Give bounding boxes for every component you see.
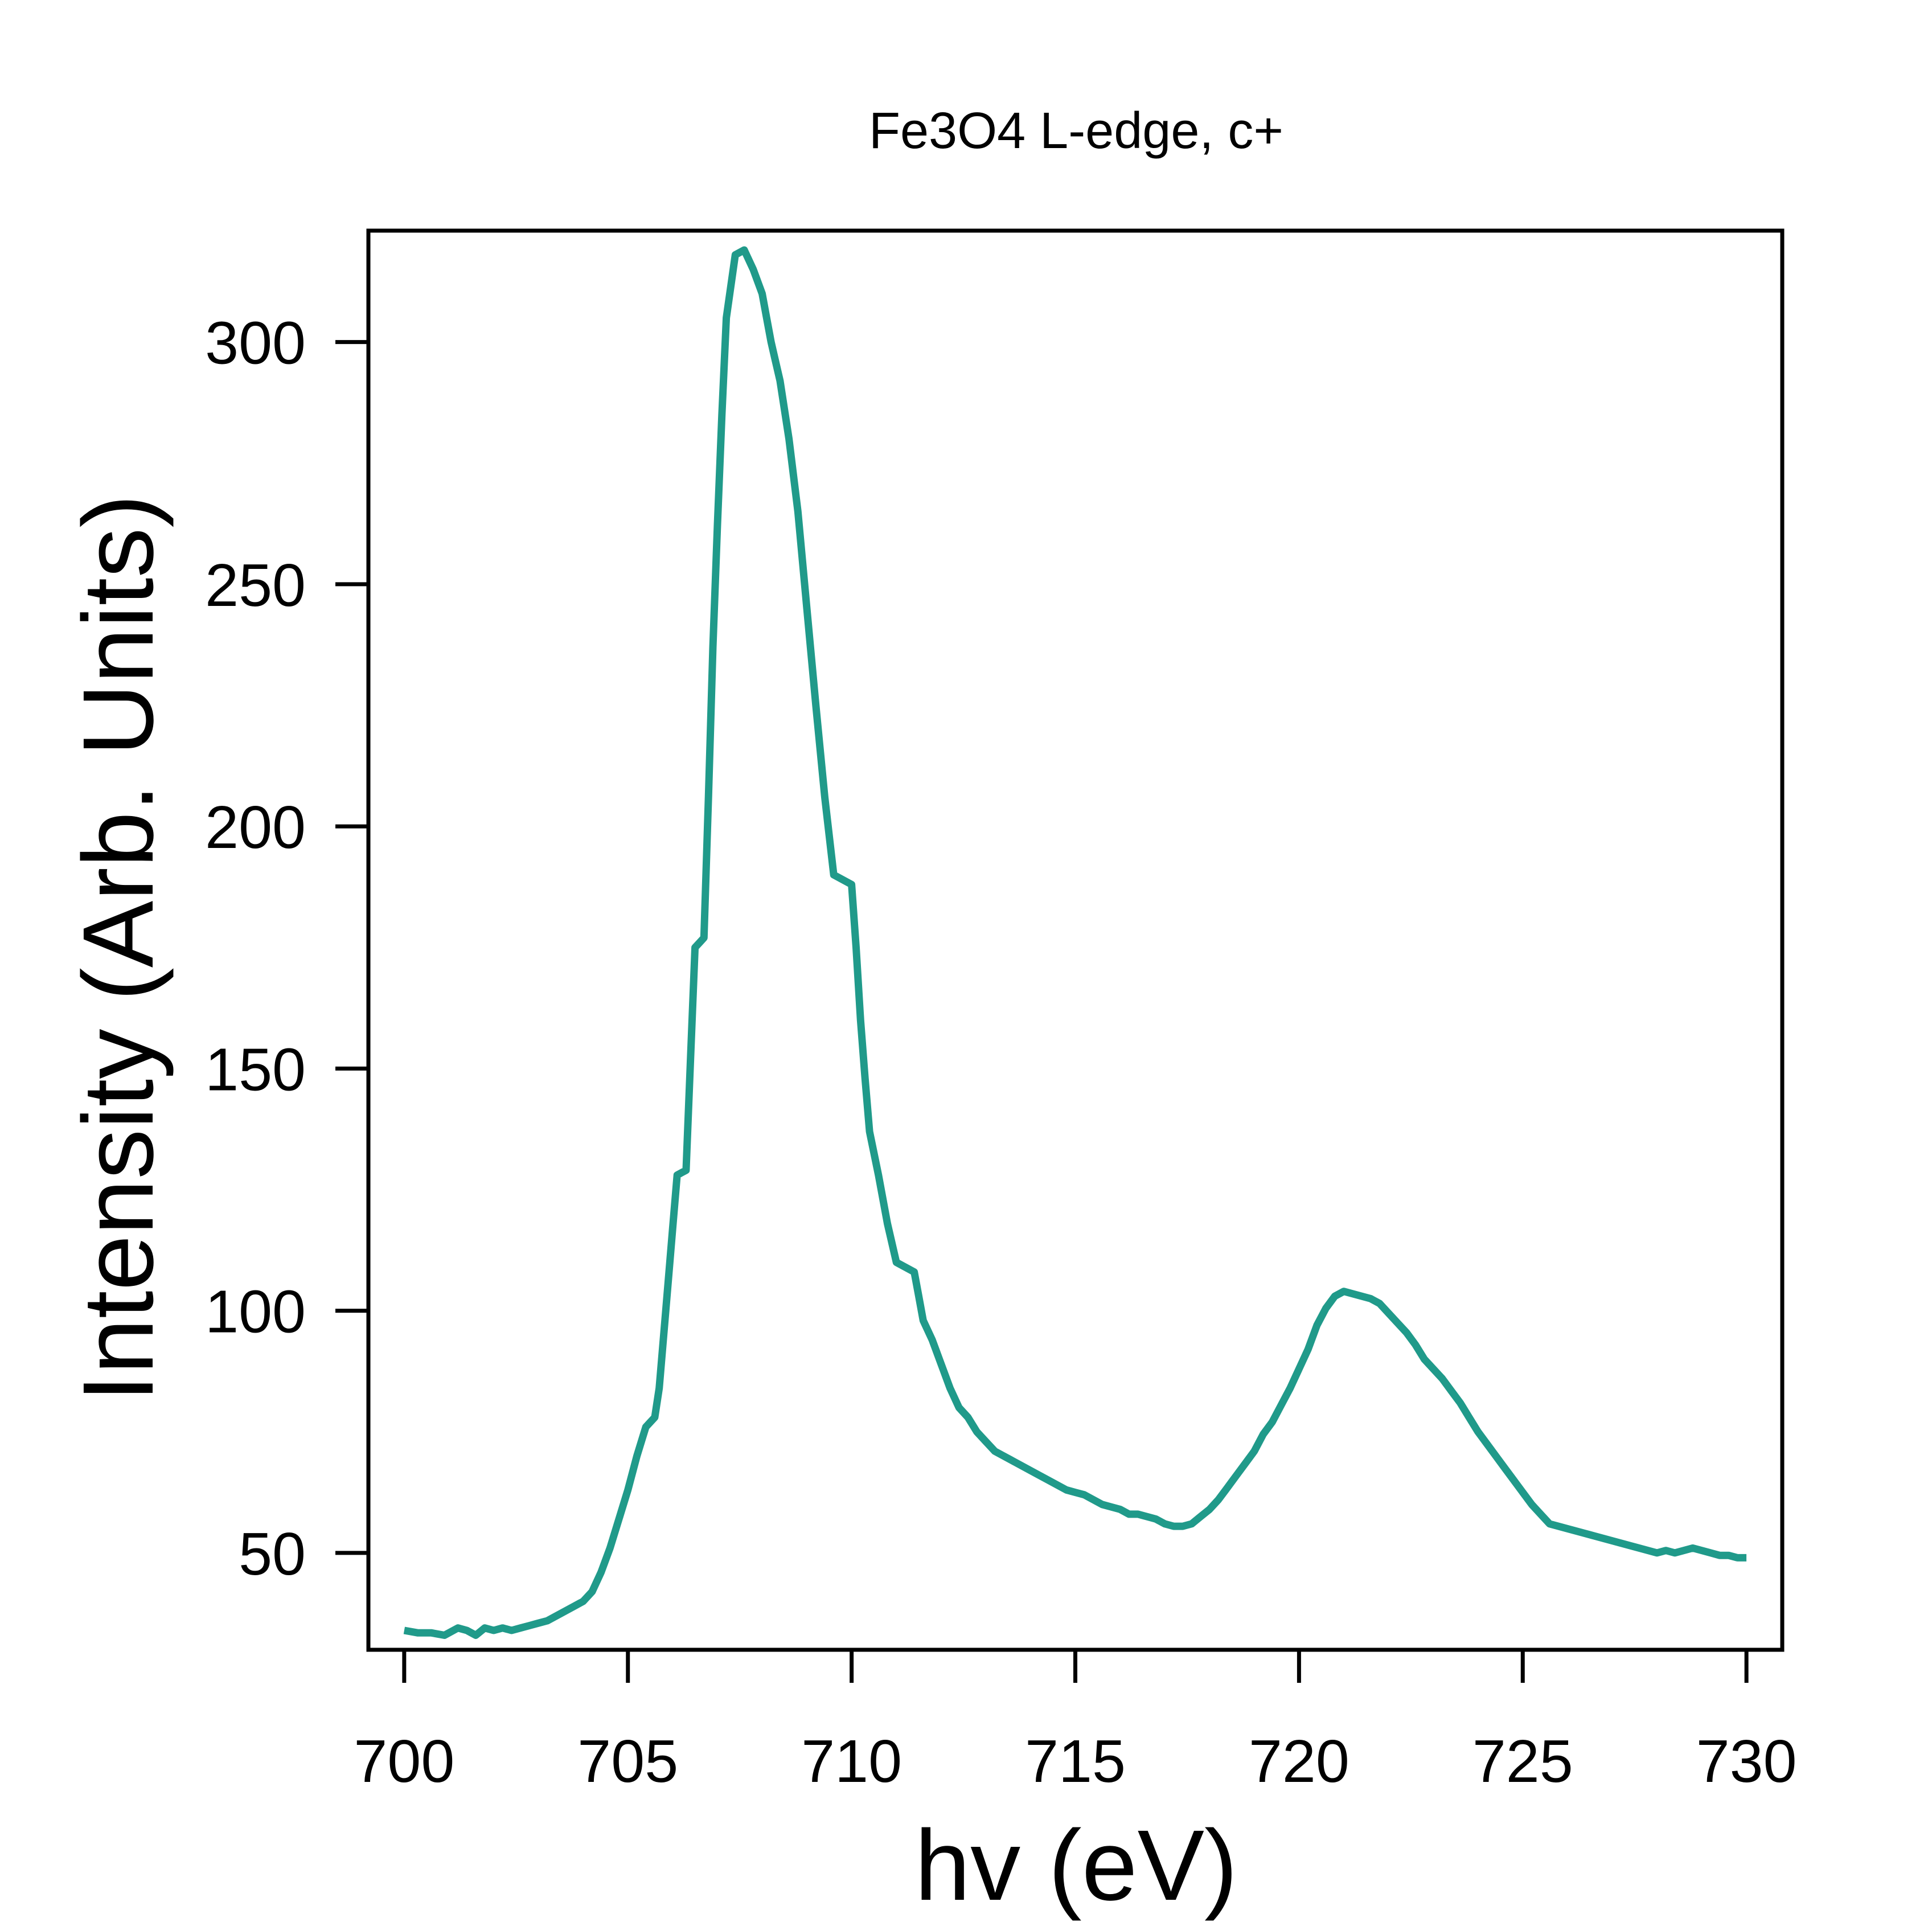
y-tick-label-250: 250 bbox=[205, 552, 306, 619]
x-tick-label-710: 710 bbox=[801, 1728, 902, 1795]
x-tick-label-730: 730 bbox=[1696, 1728, 1797, 1795]
x-axis-label: hv (eV) bbox=[914, 1810, 1237, 1921]
x-tick-label-725: 725 bbox=[1472, 1728, 1573, 1795]
y-tick-label-200: 200 bbox=[205, 794, 306, 861]
x-tick-label-720: 720 bbox=[1249, 1728, 1349, 1795]
y-tick-label-50: 50 bbox=[239, 1521, 306, 1588]
x-tick-label-705: 705 bbox=[577, 1728, 678, 1795]
series-line-0 bbox=[403, 246, 1747, 1639]
y-tick-label-100: 100 bbox=[205, 1278, 306, 1346]
y-axis-label: Intensity (Arb. Units) bbox=[63, 494, 174, 1402]
chart-title: Fe3O4 L-edge, c+ bbox=[869, 103, 1283, 159]
y-tick-label-150: 150 bbox=[205, 1036, 306, 1103]
x-tick-label-715: 715 bbox=[1025, 1728, 1126, 1795]
plot-area: 700 705 710 715 720 725 730 50 100 150 200 250 300 bbox=[205, 228, 1797, 1795]
x-tick-label-700: 700 bbox=[354, 1728, 454, 1795]
y-tick-label-300: 300 bbox=[205, 310, 306, 377]
